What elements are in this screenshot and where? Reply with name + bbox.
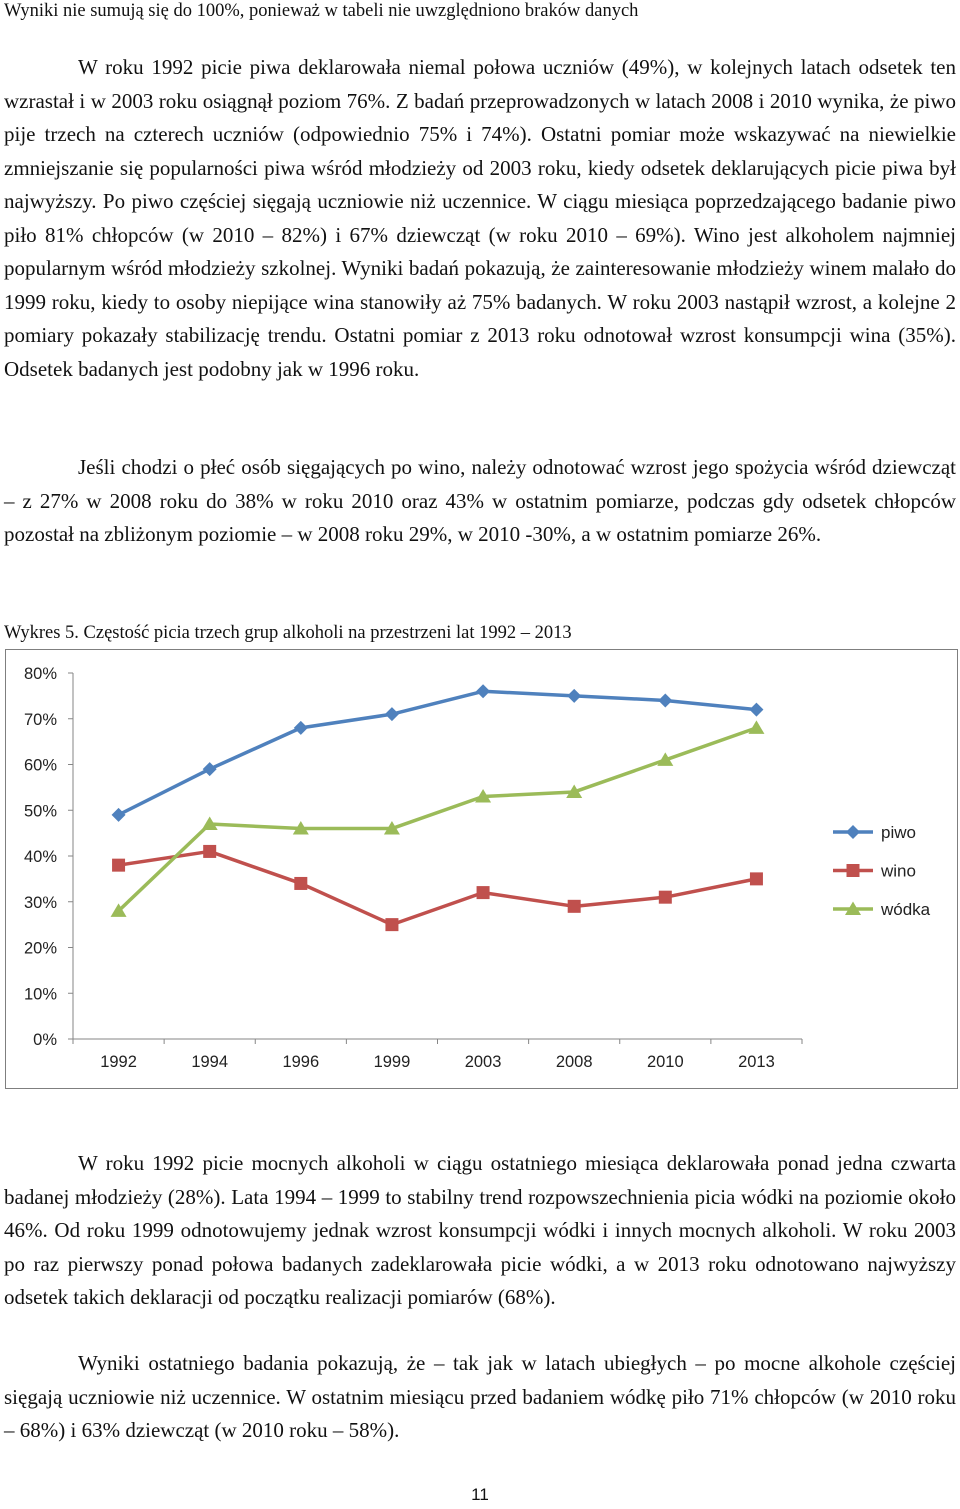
- chart-caption: Wykres 5. Częstość picia trzech grup alk…: [4, 623, 572, 643]
- data-point-wdka: [292, 821, 309, 835]
- data-point-wino: [567, 899, 581, 913]
- series-lines: [117, 689, 758, 927]
- paragraph-text: W roku 1992 picie piwa deklarowała niema…: [4, 55, 956, 381]
- data-point-wdka: [748, 720, 765, 734]
- data-point-wino: [294, 876, 308, 890]
- data-point-wino: [658, 890, 672, 904]
- y-tick-label: 0%: [33, 1031, 57, 1049]
- legend-marker-piwo: [846, 825, 860, 839]
- x-tick-label: 1992: [100, 1053, 137, 1071]
- paragraph-text: Jeśli chodzi o płeć osób sięgających po …: [4, 455, 956, 546]
- paragraph-text: Wyniki ostatniego badania pokazują, że –…: [4, 1351, 956, 1442]
- legend-marker-wdka: [845, 901, 861, 915]
- data-point-piwo: [658, 693, 673, 708]
- legend-marker-wino: [846, 864, 860, 877]
- data-point-piwo: [384, 707, 399, 722]
- x-tick-label: 2010: [647, 1053, 684, 1071]
- data-point-piwo: [476, 684, 491, 699]
- chart-container: 0% 10% 20% 30% 40% 50% 60% 70% 80% 1992 1994 1996 1…: [5, 649, 958, 1089]
- data-point-wino: [476, 886, 490, 900]
- data-point-wino: [203, 844, 217, 858]
- paragraph-vodka-gender: Wyniki ostatniego badania pokazują, że –…: [4, 1347, 956, 1448]
- x-axis: 1992 1994 1996 1999 2003 2008 2010 2013: [72, 1038, 803, 1071]
- legend-label-piwo: piwo: [881, 823, 916, 842]
- y-tick-label: 60%: [24, 757, 57, 775]
- series-line-wino: [118, 849, 757, 927]
- y-tick-label: 10%: [24, 985, 57, 1003]
- series-line-wdka: [117, 726, 758, 913]
- paragraph-vodka: W roku 1992 picie mocnych alkoholi w cią…: [4, 1147, 956, 1315]
- data-point-wino: [385, 918, 399, 932]
- legend: piwo wino wódka: [833, 823, 931, 919]
- data-point-wino: [112, 858, 126, 872]
- y-tick-label: 20%: [24, 940, 57, 958]
- data-point-wino: [749, 872, 763, 886]
- paragraph-text: W roku 1992 picie mocnych alkoholi w cią…: [4, 1151, 956, 1309]
- y-tick-label: 30%: [24, 894, 57, 912]
- data-point-piwo: [749, 702, 764, 717]
- data-point-wdka: [110, 903, 127, 917]
- data-point-wdka: [201, 816, 218, 830]
- data-point-wdka: [566, 784, 583, 798]
- x-tick-label: 1999: [374, 1053, 411, 1071]
- legend-label-wdka: wódka: [880, 900, 931, 919]
- x-tick-label: 2008: [556, 1053, 593, 1071]
- x-tick-label: 2003: [465, 1053, 502, 1071]
- y-axis: 0% 10% 20% 30% 40% 50% 60% 70% 80%: [24, 665, 74, 1049]
- data-point-wdka: [475, 789, 492, 803]
- page-number: 11: [471, 1485, 489, 1504]
- footnote-top: Wyniki nie sumują się do 100%, ponieważ …: [4, 1, 639, 21]
- data-point-wdka: [383, 821, 400, 835]
- data-point-wdka: [657, 752, 674, 766]
- y-tick-label: 80%: [24, 665, 57, 683]
- paragraph-wine-gender: Jeśli chodzi o płeć osób sięgających po …: [4, 451, 956, 552]
- data-point-piwo: [293, 720, 308, 735]
- paragraph-beer-wine: W roku 1992 picie piwa deklarowała niema…: [4, 51, 956, 386]
- series-line-piwo: [117, 689, 757, 817]
- y-tick-label: 70%: [24, 711, 57, 729]
- legend-label-wino: wino: [880, 862, 916, 881]
- x-tick-label: 1996: [282, 1053, 319, 1071]
- y-tick-label: 40%: [24, 848, 57, 866]
- series-markers: [110, 684, 765, 932]
- x-tick-label: 2013: [738, 1053, 775, 1071]
- data-point-piwo: [111, 807, 126, 822]
- line-chart: 0%10%20%30%40%50%60%70%80% 1992 1994 1996 1…: [24, 665, 931, 1071]
- x-tick-label: 1994: [191, 1053, 228, 1071]
- data-point-piwo: [567, 688, 582, 703]
- y-tick-label: 50%: [24, 802, 57, 820]
- data-point-piwo: [202, 762, 217, 777]
